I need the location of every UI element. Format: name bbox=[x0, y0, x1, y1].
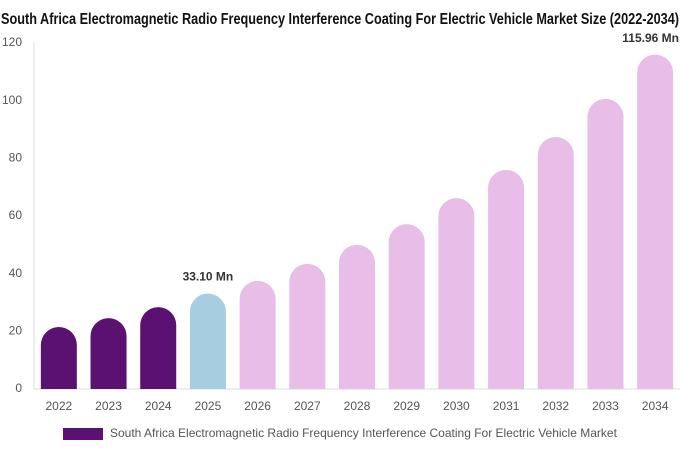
bar bbox=[90, 318, 127, 389]
y-tick-label: 120 bbox=[2, 35, 22, 49]
bar bbox=[189, 293, 226, 389]
bar bbox=[239, 280, 276, 389]
legend-label: South Africa Electromagnetic Radio Frequ… bbox=[110, 426, 618, 440]
y-tick-label: 80 bbox=[9, 151, 23, 165]
bar bbox=[438, 198, 475, 389]
bar bbox=[40, 327, 77, 389]
y-tick-label: 60 bbox=[9, 208, 23, 222]
x-tick-label: 2033 bbox=[592, 399, 619, 413]
x-tick-label: 2031 bbox=[493, 399, 520, 413]
chart-title: South Africa Electromagnetic Radio Frequ… bbox=[1, 11, 679, 28]
bar bbox=[140, 307, 177, 389]
x-tick-label: 2028 bbox=[344, 399, 371, 413]
bar bbox=[289, 263, 326, 389]
x-tick-label: 2025 bbox=[195, 399, 222, 413]
x-tick-label: 2034 bbox=[642, 399, 669, 413]
value-label: 115.96 Mn bbox=[622, 31, 679, 45]
x-tick-label: 2032 bbox=[542, 399, 569, 413]
bar bbox=[537, 136, 574, 389]
x-tick-label: 2029 bbox=[393, 399, 420, 413]
value-label: 33.10 Mn bbox=[183, 270, 234, 284]
x-tick-label: 2022 bbox=[45, 399, 72, 413]
x-tick-label: 2023 bbox=[95, 399, 122, 413]
bar bbox=[637, 54, 674, 389]
bar bbox=[488, 169, 525, 389]
y-tick-label: 0 bbox=[15, 381, 22, 395]
y-tick-label: 20 bbox=[9, 324, 23, 338]
y-tick-label: 40 bbox=[9, 266, 23, 280]
bar bbox=[587, 98, 624, 389]
x-tick-label: 2026 bbox=[244, 399, 271, 413]
y-tick-label: 100 bbox=[2, 93, 22, 107]
bar bbox=[388, 224, 425, 389]
x-tick-label: 2030 bbox=[443, 399, 470, 413]
x-tick-label: 2024 bbox=[145, 399, 172, 413]
x-tick-label: 2027 bbox=[294, 399, 321, 413]
legend-swatch bbox=[63, 428, 103, 440]
bar bbox=[339, 244, 375, 389]
